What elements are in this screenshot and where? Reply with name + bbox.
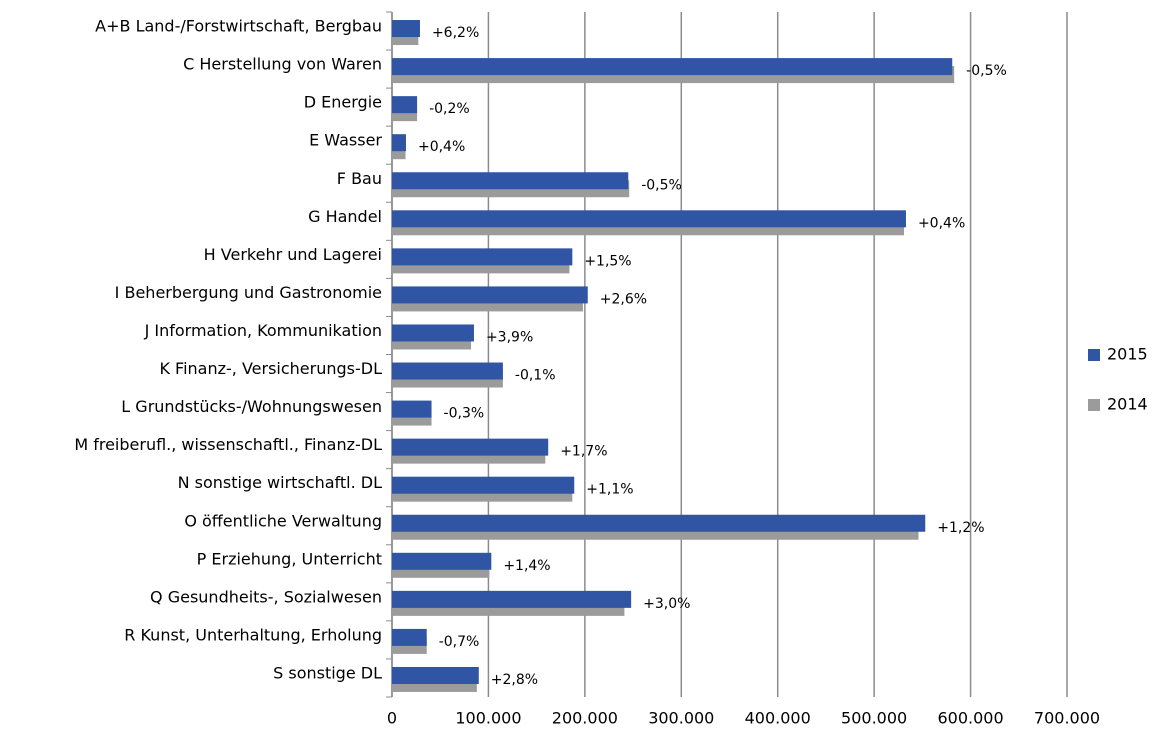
- bar: [392, 590, 632, 608]
- y-tick-label: G Handel: [308, 207, 382, 226]
- annotation: +1,7%: [560, 444, 607, 460]
- bar: [392, 476, 575, 494]
- x-tick-label: 0: [387, 709, 397, 728]
- bar: [392, 20, 420, 38]
- legend-swatch: [1088, 349, 1100, 361]
- y-tick-label: K Finanz-, Versicherungs-DL: [159, 359, 382, 378]
- bar: [392, 172, 629, 190]
- y-tick-label: P Erziehung, Unterricht: [197, 549, 382, 568]
- x-tick-label: 200.000: [552, 709, 618, 728]
- y-tick-label: M freiberufl., wissenschaftl., Finanz-DL: [74, 435, 382, 454]
- annotation: +2,8%: [491, 672, 538, 688]
- annotation: +1,5%: [584, 253, 631, 269]
- annotation: +3,0%: [643, 596, 690, 612]
- bar: [392, 210, 906, 228]
- y-tick-label: I Beherbergung und Gastronomie: [115, 283, 382, 302]
- legend-label: 2014: [1107, 395, 1148, 414]
- y-tick-label: C Herstellung von Waren: [183, 55, 382, 74]
- legend-swatch: [1088, 399, 1100, 411]
- bar: [392, 666, 479, 684]
- annotation: +1,1%: [586, 482, 633, 498]
- bar: [392, 628, 427, 646]
- y-tick-label: A+B Land-/Forstwirtschaft, Bergbau: [95, 17, 382, 36]
- y-tick-label: F Bau: [337, 169, 382, 188]
- legend-label: 2015: [1107, 345, 1148, 364]
- annotation: -0,1%: [515, 368, 556, 384]
- annotation: +0,4%: [918, 215, 965, 231]
- y-tick-label: S sonstige DL: [273, 663, 382, 682]
- bar: [392, 324, 474, 342]
- x-tick-label: 500.000: [841, 709, 907, 728]
- annotation: -0,2%: [429, 101, 470, 117]
- bar: [392, 552, 492, 570]
- y-tick-label: L Grundstücks-/Wohnungswesen: [121, 397, 382, 416]
- bar: [392, 248, 573, 266]
- y-tick-label: Q Gesundheits-, Sozialwesen: [150, 587, 382, 606]
- bar: [392, 58, 953, 76]
- x-tick-label: 700.000: [1034, 709, 1100, 728]
- bar: [392, 286, 588, 304]
- annotation: +1,2%: [937, 520, 984, 536]
- y-tick-label: J Information, Kommunikation: [144, 321, 382, 340]
- annotation: +6,2%: [432, 25, 479, 41]
- annotation: +0,4%: [418, 139, 465, 155]
- x-tick-label: 600.000: [937, 709, 1003, 728]
- y-tick-label: O öffentliche Verwaltung: [184, 511, 382, 530]
- bar: [392, 362, 503, 380]
- x-tick-label: 400.000: [745, 709, 811, 728]
- annotation: -0,5%: [966, 63, 1007, 79]
- x-tick-label: 100.000: [455, 709, 521, 728]
- bar: [392, 134, 406, 152]
- bar: [392, 400, 432, 418]
- bar: [392, 96, 418, 114]
- y-tick-label: D Energie: [304, 93, 382, 112]
- annotation: -0,5%: [641, 177, 682, 193]
- bar: [392, 438, 549, 456]
- y-tick-label: N sonstige wirtschaftl. DL: [178, 473, 382, 492]
- x-tick-label: 300.000: [648, 709, 714, 728]
- annotation: +2,6%: [600, 291, 647, 307]
- bar: [392, 514, 926, 532]
- annotation: +3,9%: [486, 329, 533, 345]
- annotation: -0,7%: [439, 634, 480, 650]
- y-tick-label: H Verkehr und Lagerei: [204, 245, 382, 264]
- annotation: +1,4%: [503, 558, 550, 574]
- y-tick-label: R Kunst, Unterhaltung, Erholung: [124, 625, 382, 644]
- y-tick-label: E Wasser: [309, 131, 382, 150]
- annotation: -0,3%: [444, 406, 485, 422]
